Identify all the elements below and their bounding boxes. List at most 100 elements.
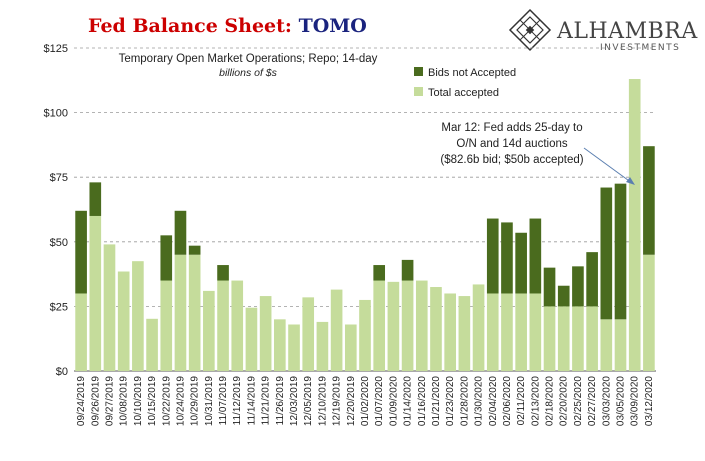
annotation: Mar 12: Fed adds 25-day to O/N and 14d a…: [440, 122, 635, 185]
x-tick-label: 12/03/2019: [289, 376, 300, 426]
bar-total-accepted: [316, 321, 329, 371]
x-tick-label: 03/03/2020: [601, 376, 612, 426]
x-tick-label: 02/27/2020: [587, 376, 598, 426]
chart-title: Fed Balance Sheet: TOMO: [88, 15, 367, 37]
x-tick-label: 10/29/2019: [190, 376, 201, 426]
bar-bids-not-accepted: [160, 235, 173, 281]
bar-total-accepted: [103, 244, 116, 371]
bar-total-accepted: [132, 261, 144, 371]
bar-total-accepted: [543, 306, 556, 371]
title-separator: :: [285, 15, 299, 37]
bar-total-accepted: [302, 297, 315, 371]
x-tick-label: 01/14/2020: [403, 376, 414, 426]
x-tick-label: 12/10/2019: [317, 376, 328, 426]
x-tick-label: 10/31/2019: [204, 376, 215, 426]
x-tick-label: 10/15/2019: [147, 376, 158, 426]
bars: [75, 79, 655, 372]
bar-bids-not-accepted: [515, 232, 527, 294]
bar-bids-not-accepted: [75, 210, 87, 294]
bar-bids-not-accepted: [373, 265, 386, 281]
bar-bids-not-accepted: [401, 259, 414, 281]
x-tick-label: 10/24/2019: [175, 376, 186, 426]
bar-total-accepted: [274, 319, 286, 371]
x-tick-label: 02/06/2020: [502, 376, 513, 426]
bar-bids-not-accepted: [486, 218, 499, 294]
y-tick-label: $25: [50, 301, 68, 313]
x-tick-label: 01/16/2020: [417, 376, 428, 426]
bar-total-accepted: [586, 306, 598, 371]
bar-total-accepted: [146, 318, 158, 371]
x-tick-label: 01/21/2020: [431, 376, 442, 426]
y-tick-label: $50: [50, 237, 68, 249]
bar-total-accepted: [515, 293, 527, 371]
bar-total-accepted: [614, 319, 627, 371]
legend-swatch-total-accepted: [414, 87, 423, 96]
brand-name: ALHAMBRA: [556, 19, 698, 44]
bar-total-accepted: [430, 287, 442, 371]
unit-label: billions of $s: [219, 67, 278, 79]
bar-bids-not-accepted: [614, 183, 627, 320]
x-tick-label: 12/05/2019: [303, 376, 314, 426]
bar-total-accepted: [628, 79, 641, 372]
bar-total-accepted: [188, 254, 201, 371]
x-tick-label: 02/13/2020: [530, 376, 541, 426]
bar-total-accepted: [643, 254, 655, 371]
bar-total-accepted: [387, 281, 400, 371]
bar-total-accepted: [401, 280, 414, 371]
x-tick-label: 02/25/2020: [573, 376, 584, 426]
legend-label-bids-not-accepted: Bids not Accepted: [428, 67, 516, 79]
bar-total-accepted: [231, 280, 244, 371]
bar-bids-not-accepted: [600, 187, 613, 320]
bar-bids-not-accepted: [217, 265, 229, 281]
x-tick-label: 11/14/2019: [246, 376, 257, 426]
y-tick-label: $75: [50, 172, 68, 184]
bar-total-accepted: [203, 290, 215, 371]
bar-bids-not-accepted: [543, 267, 556, 307]
x-tick-label: 09/27/2019: [104, 376, 115, 426]
x-tick-label: 01/09/2020: [388, 376, 399, 426]
x-tick-label: 09/26/2019: [90, 376, 101, 426]
x-tick-label: 11/07/2019: [218, 376, 229, 426]
title-part-1: Fed Balance Sheet: [88, 15, 285, 37]
x-tick-label: 01/02/2020: [360, 376, 371, 426]
x-tick-label: 12/20/2019: [346, 376, 357, 426]
bar-total-accepted: [501, 293, 513, 371]
legend: Bids not Accepted Total accepted: [414, 67, 516, 99]
bar-total-accepted: [174, 254, 187, 371]
bar-bids-not-accepted: [89, 182, 102, 216]
bar-total-accepted: [529, 293, 542, 371]
bar-total-accepted: [444, 293, 456, 371]
x-tick-label: 09/24/2019: [76, 376, 87, 426]
legend-label-total-accepted: Total accepted: [428, 87, 499, 99]
bar-total-accepted: [572, 306, 584, 371]
bar-bids-not-accepted: [557, 285, 570, 307]
bar-total-accepted: [330, 289, 343, 371]
bar-total-accepted: [458, 296, 471, 371]
x-tick-label: 10/10/2019: [133, 376, 144, 426]
bar-total-accepted: [344, 324, 357, 371]
bar-total-accepted: [245, 307, 258, 371]
bar-bids-not-accepted: [529, 218, 542, 294]
y-tick-label: $125: [44, 43, 68, 55]
annotation-line-2: O/N and 14d auctions: [456, 138, 567, 150]
x-tick-label: 01/23/2020: [445, 376, 456, 426]
annotation-arrow: [583, 147, 633, 184]
y-tick-label: $0: [56, 366, 68, 378]
x-tick-label: 11/12/2019: [232, 376, 243, 426]
bar-total-accepted: [75, 293, 87, 371]
bar-bids-not-accepted: [572, 266, 584, 307]
y-tick-label: $100: [44, 108, 68, 120]
bar-bids-not-accepted: [174, 210, 187, 255]
x-tick-label: 10/22/2019: [161, 376, 172, 426]
x-tick-label: 10/08/2019: [119, 376, 130, 426]
bar-total-accepted: [160, 280, 173, 371]
bar-total-accepted: [373, 280, 386, 371]
bar-total-accepted: [217, 280, 229, 371]
x-tick-label: 03/09/2020: [630, 376, 641, 426]
y-axis: $0 $25 $50 $75 $100 $125: [44, 43, 68, 378]
bar-bids-not-accepted: [643, 146, 655, 255]
bar-total-accepted: [600, 319, 613, 371]
annotation-line-3: ($82.6b bid; $50b accepted): [440, 154, 583, 166]
x-tick-label: 01/07/2020: [374, 376, 385, 426]
bar-bids-not-accepted: [188, 245, 201, 255]
